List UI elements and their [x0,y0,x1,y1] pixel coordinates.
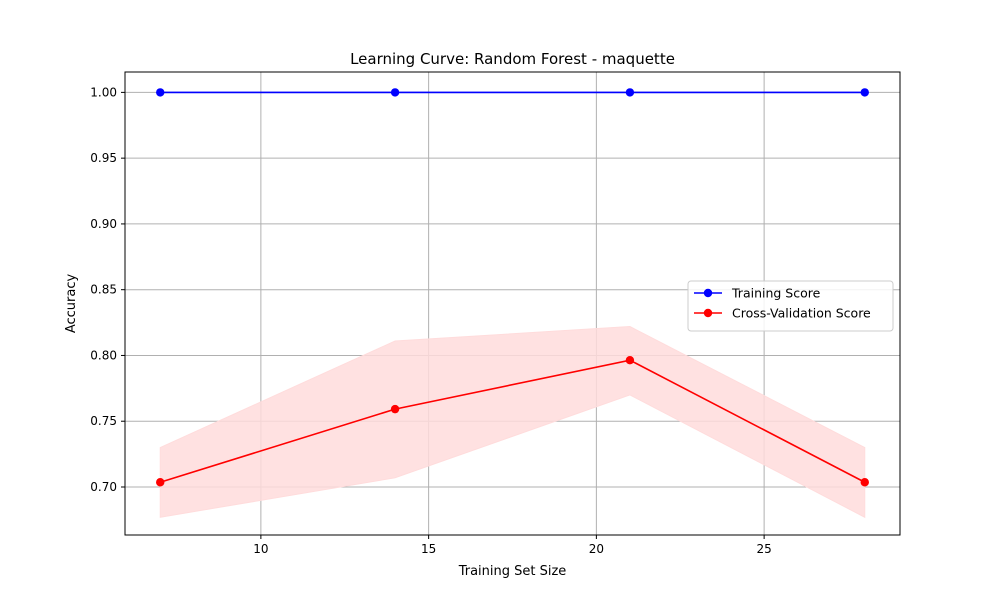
cross-validation-score-line [159,359,866,484]
x-tick-label: 25 [756,542,771,556]
y-tick-label: 1.00 [90,85,117,99]
plot-frame [124,71,901,536]
legend-label: Training Score [731,286,821,301]
x-axis-ticks: 10 15 20 25 [253,535,772,556]
y-tick-label: 0.80 [90,348,117,362]
training-score-point [390,88,400,97]
y-tick-label: 0.70 [90,480,117,494]
training-score-point [860,88,869,97]
legend-marker [703,288,713,298]
x-axis-label: Training Set Size [458,564,567,579]
legend-label: Cross-Validation Score [732,306,871,321]
cross-validation-score-band [159,326,866,519]
series-lines [159,91,866,484]
training-score-point [156,88,165,97]
y-tick-label: 0.95 [90,151,117,165]
series-markers [156,88,869,487]
x-tick-label: 15 [421,542,436,556]
y-tick-label: 0.85 [90,283,117,297]
training-score-point [625,88,635,97]
cross-validation-score-point [390,404,400,414]
y-axis-label: Accuracy [64,274,79,334]
cross-validation-score-point [860,478,869,487]
x-tick-label: 10 [253,542,268,556]
cross-validation-score-point [156,478,165,487]
cross-validation-score-point [625,355,635,365]
chart-title: Learning Curve: Random Forest - maquette [350,50,675,68]
x-tick-label: 20 [589,542,604,556]
legend-marker [703,308,713,318]
y-tick-label: 0.75 [90,414,117,428]
legend: Training Score Cross-Validation Score [687,280,894,332]
y-axis-ticks: 0.70 0.75 0.80 0.85 0.90 0.95 1.00 [90,85,125,494]
y-tick-label: 0.90 [90,217,117,231]
legend-box [687,280,894,332]
